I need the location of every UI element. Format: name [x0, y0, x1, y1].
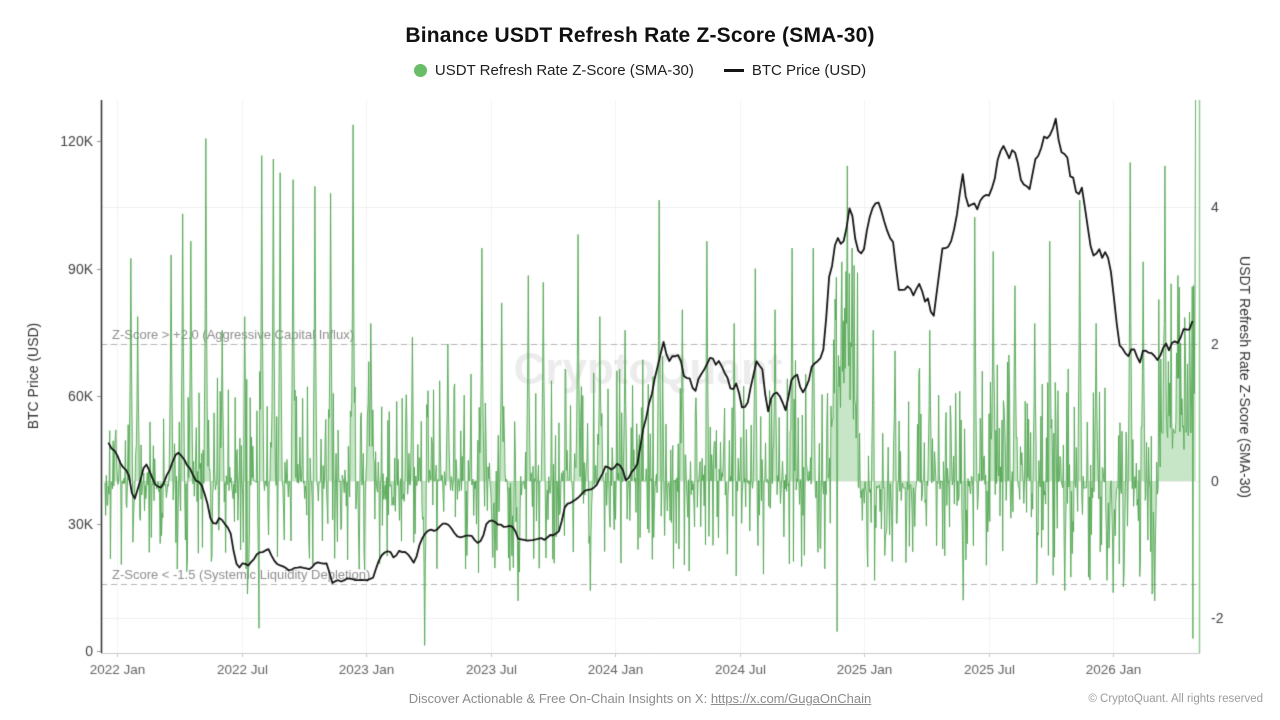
footer-promo-text: Discover Actionable & Free On-Chain Insi… — [408, 691, 711, 706]
chart-title: Binance USDT Refresh Rate Z-Score (SMA-3… — [405, 24, 875, 47]
copyright-notice: © CryptoQuant. All rights reserved — [1088, 693, 1263, 705]
legend-item-btc[interactable]: BTC Price (USD) — [723, 62, 867, 79]
legend-label-btc: BTC Price (USD) — [751, 62, 867, 79]
footer-promo-link[interactable]: https://x.com/GugaOnChain — [710, 691, 872, 706]
footer-promo: Discover Actionable & Free On-Chain Insi… — [0, 691, 1280, 706]
chart-legend: USDT Refresh Rate Z-Score (SMA-30) BTC P… — [0, 62, 1280, 79]
btc-series-marker-icon — [723, 69, 744, 72]
zscore-series-marker-icon — [413, 64, 427, 77]
legend-label-zscore: USDT Refresh Rate Z-Score (SMA-30) — [434, 62, 694, 79]
legend-item-zscore[interactable]: USDT Refresh Rate Z-Score (SMA-30) — [413, 62, 694, 79]
